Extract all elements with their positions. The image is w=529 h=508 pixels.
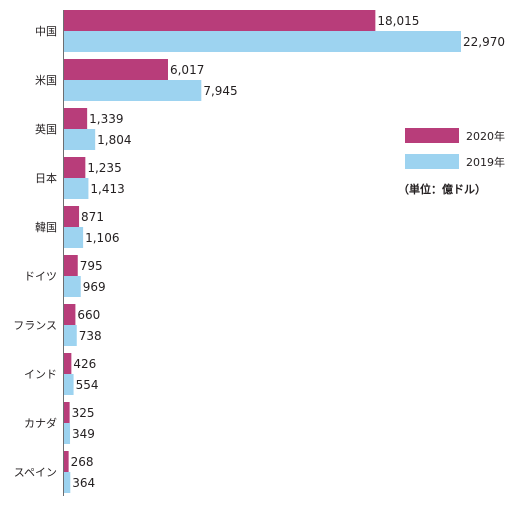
value-label: 349 <box>72 427 95 441</box>
value-label: 7,945 <box>203 84 237 98</box>
category-label: 中国 <box>35 25 57 38</box>
category-label: インド <box>24 368 57 381</box>
value-label: 268 <box>71 455 94 469</box>
bar-2020 <box>64 304 76 325</box>
bar-2019 <box>64 31 461 52</box>
value-label: 871 <box>81 210 104 224</box>
bar-2020 <box>64 402 70 423</box>
legend: 2020年 2019年 （単位：億ドル） <box>398 128 505 196</box>
bar-2019 <box>64 178 89 199</box>
value-label: 18,015 <box>377 14 419 28</box>
bar-2020 <box>64 10 376 31</box>
bar-2020 <box>64 59 168 80</box>
bar-2020 <box>64 157 86 178</box>
category-label: 日本 <box>35 171 57 185</box>
value-label: 1,413 <box>90 182 124 196</box>
category-label: フランス <box>13 319 57 332</box>
category-label: 英国 <box>35 122 57 136</box>
value-label: 969 <box>83 280 106 294</box>
value-label: 6,017 <box>170 63 204 77</box>
bar-2019 <box>64 129 96 150</box>
legend-label-2019: 2019年 <box>466 155 505 169</box>
bar-2019 <box>64 227 84 248</box>
category-label: カナダ <box>24 416 57 430</box>
bar-2020 <box>64 353 72 374</box>
value-label: 1,339 <box>89 112 123 126</box>
bar-2019 <box>64 276 81 297</box>
bar-2019 <box>64 325 77 346</box>
bar-2020 <box>64 255 78 276</box>
value-label: 364 <box>72 476 95 490</box>
legend-label-2020: 2020年 <box>466 129 505 143</box>
value-label: 426 <box>73 357 96 371</box>
unit-note: （単位：億ドル） <box>398 182 486 196</box>
value-label: 22,970 <box>463 35 505 49</box>
value-label: 554 <box>76 378 99 392</box>
bar-2020 <box>64 451 69 472</box>
value-label: 1,106 <box>85 231 119 245</box>
value-label: 738 <box>79 329 102 343</box>
value-label: 1,804 <box>97 133 131 147</box>
bar-2020 <box>64 108 88 129</box>
category-label: ドイツ <box>24 270 57 283</box>
category-label: 韓国 <box>35 221 57 234</box>
bars-group: 18,015 22,970 6,017 7,945 1,339 1,804 1,235 1,4… <box>64 10 505 493</box>
bar-2019 <box>64 80 202 101</box>
category-label: 米国 <box>35 74 57 87</box>
value-label: 660 <box>77 308 100 322</box>
bar-2019 <box>64 423 71 444</box>
legend-swatch-2019 <box>405 154 459 169</box>
category-label: スペイン <box>14 466 57 479</box>
bar-2020 <box>64 206 80 227</box>
legend-swatch-2020 <box>405 128 459 143</box>
value-label: 325 <box>72 406 95 420</box>
value-label: 795 <box>80 259 103 273</box>
bar-2019 <box>64 472 71 493</box>
bar-2019 <box>64 374 74 395</box>
value-label: 1,235 <box>87 161 121 175</box>
